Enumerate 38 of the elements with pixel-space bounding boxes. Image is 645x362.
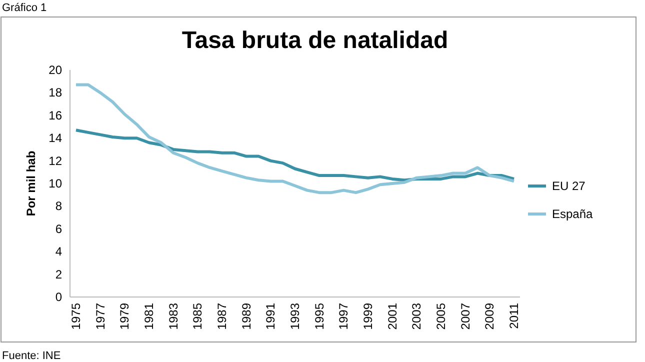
x-tick-label: 2009 <box>482 302 497 330</box>
y-axis-title: Por mil hab <box>24 150 38 216</box>
x-tick-label: 1983 <box>166 302 180 330</box>
y-tick-label: 10 <box>48 176 62 190</box>
y-tick-label: 12 <box>48 154 62 168</box>
x-tick-label: 1975 <box>69 302 83 330</box>
x-tick-label: 1985 <box>190 302 205 330</box>
y-tick-label: 6 <box>55 222 62 236</box>
y-tick-label: 18 <box>48 86 62 100</box>
legend-label: España <box>552 207 594 221</box>
x-tick-label: 1995 <box>312 302 326 330</box>
y-tick-label: 16 <box>48 108 62 122</box>
x-tick-label: 1981 <box>142 302 156 330</box>
x-tick-label: 1977 <box>93 302 108 330</box>
y-tick-label: 14 <box>48 131 62 146</box>
y-tick-label: 2 <box>55 267 62 282</box>
x-tick-label: 1993 <box>288 302 302 330</box>
x-tick-label: 1989 <box>239 302 254 330</box>
x-tick-label: 1987 <box>215 302 229 330</box>
x-tick-label: 1999 <box>361 302 375 330</box>
text: Gráfico 1 <box>2 2 47 14</box>
y-tick-label: 4 <box>55 244 62 259</box>
x-tick-label: 2003 <box>410 302 424 330</box>
line-series <box>74 83 516 194</box>
x-tick-label: 1997 <box>336 302 351 330</box>
legend-label: EU 27 <box>552 179 586 193</box>
y-tick-label: 8 <box>55 199 62 214</box>
x-tick-label: 1991 <box>264 302 278 330</box>
x-tick-label: 2001 <box>385 302 400 330</box>
source-note: Fuente: INE <box>2 350 61 362</box>
x-tick-label: 2011 <box>507 302 521 329</box>
x-tick-label: 2007 <box>458 302 472 330</box>
y-tick-label: 0 <box>55 290 62 304</box>
x-tick-label: 1979 <box>118 302 132 330</box>
chart-title: Tasa bruta de natalidad <box>182 27 448 54</box>
y-tick-label: 20 <box>48 63 62 77</box>
x-tick-label: 2005 <box>434 302 448 330</box>
line-series <box>74 128 516 182</box>
